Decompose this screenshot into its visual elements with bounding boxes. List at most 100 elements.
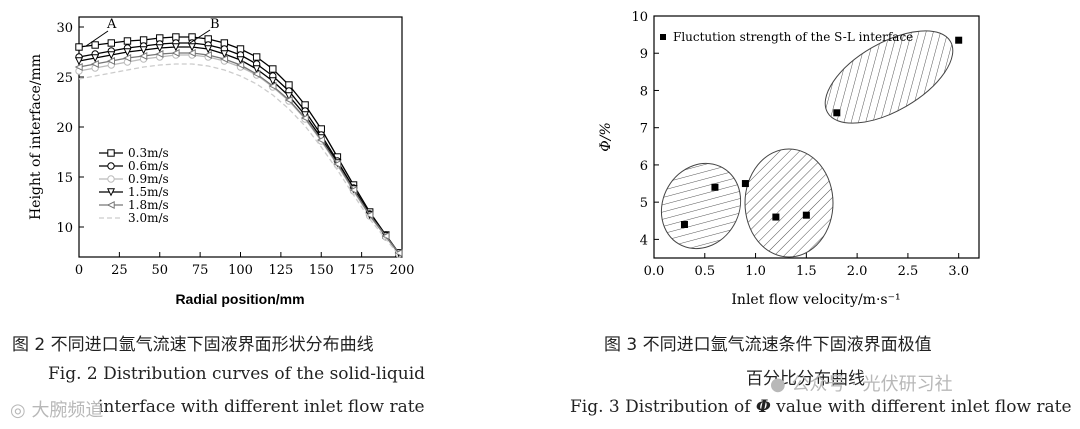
fig3-xlabel: Inlet flow velocity/m·s⁻¹	[731, 292, 900, 308]
data-point	[171, 43, 180, 52]
data-point	[171, 48, 180, 58]
data-point	[74, 57, 84, 66]
x-tick-label: 0.0	[644, 264, 665, 279]
x-tick-label: 125	[268, 263, 293, 278]
fig2-chart: 0 25 50 75 100 125 150 175 200 10 15 20 25 30 A B 0.3…	[28, 16, 414, 307]
data-point	[269, 65, 277, 73]
series-line	[78, 63, 400, 256]
data-point	[139, 36, 148, 44]
data-point	[236, 56, 245, 65]
data-point	[301, 111, 310, 120]
series-line	[78, 52, 400, 254]
x-tick-label: 200	[390, 263, 415, 278]
x-tick-label: 150	[309, 263, 334, 278]
legend-marker	[107, 149, 115, 157]
x-tick-label: 0.5	[694, 264, 715, 279]
watermark-left-icon: ◎	[10, 400, 32, 421]
data-point	[220, 39, 229, 47]
fig3-legend: Fluctution strength of the S-L interface	[660, 30, 913, 44]
data-point	[284, 95, 293, 105]
legend-label: 0.3m/s	[128, 146, 169, 160]
x-tick-label: 2.5	[898, 264, 919, 279]
data-point	[711, 183, 719, 191]
data-point	[75, 43, 83, 51]
series-line	[78, 54, 400, 255]
data-point	[123, 48, 132, 57]
fig2-caption-en-2: interface with different inlet flow rate	[98, 397, 425, 417]
y-tick-label: 10	[631, 10, 648, 25]
x-tick-label: 1.0	[745, 264, 766, 279]
x-tick-label: 50	[151, 263, 168, 278]
fig3-cluster-ellipses	[660, 30, 954, 258]
series-1.8m/s	[74, 48, 403, 258]
data-point	[203, 50, 212, 60]
data-point	[741, 180, 749, 188]
x-tick-label: 1.5	[796, 264, 817, 279]
data-point	[187, 48, 196, 58]
data-point	[236, 60, 245, 70]
data-point	[772, 213, 780, 221]
data-point	[680, 220, 688, 228]
data-point	[139, 46, 148, 55]
data-point	[123, 53, 132, 63]
fig3-plot-frame	[653, 15, 980, 259]
fig3-chart: 0.0 0.5 1.0 1.5 2.0 2.5 3.0 4 5 6 7 8 9 10 Fluctution…	[598, 10, 980, 308]
x-tick-label: 75	[192, 263, 209, 278]
data-point	[204, 35, 212, 43]
fig2-axis-ticks: 0 25 50 75 100 125 150 175 200 10 15 20 25 30	[56, 21, 414, 278]
fig3-points-group	[680, 36, 963, 228]
fig2-caption-en-1: Fig. 2 Distribution curves of the solid-…	[48, 364, 426, 384]
annotation-b: B	[210, 17, 220, 32]
fig3-legend-marker	[660, 34, 666, 40]
data-point	[252, 69, 261, 79]
data-point	[155, 44, 164, 53]
data-point	[220, 50, 229, 59]
fig2-series-group	[74, 33, 403, 258]
data-point	[252, 65, 261, 74]
watermark-right-text: 公众号 · 光伏研习社	[791, 374, 953, 395]
legend-item: 0.9m/s	[99, 172, 169, 186]
cluster-ellipse	[824, 30, 954, 124]
legend-item: 3.0m/s	[99, 211, 169, 225]
data-point	[90, 59, 99, 69]
watermark-left-text: 大腕频道	[31, 400, 104, 421]
fig3-ylabel: Φ/%	[598, 122, 614, 152]
y-tick-label: 7	[640, 122, 648, 137]
data-point	[236, 45, 245, 53]
data-point	[268, 81, 277, 91]
y-tick-label: 20	[56, 121, 73, 136]
data-point	[316, 135, 325, 145]
data-point	[381, 231, 390, 241]
y-tick-label: 30	[56, 21, 73, 36]
fig2-ylabel: Height of interface/mm	[28, 54, 44, 220]
data-point	[188, 43, 197, 52]
legend-label: 1.5m/s	[128, 185, 169, 199]
fig3-axis-ticks: 0.0 0.5 1.0 1.5 2.0 2.5 3.0 4 5 6 7 8 9 10	[631, 10, 969, 279]
data-point	[106, 56, 115, 66]
fig3-caption-cn-1: 图 3 不同进口氩气流速条件下固液界面极值	[604, 335, 932, 355]
annotation-b-arrow	[189, 29, 211, 44]
y-tick-label: 15	[56, 171, 73, 186]
data-point	[333, 159, 342, 169]
legend-marker	[107, 162, 115, 170]
annotation-a: A	[106, 17, 117, 32]
data-point	[204, 45, 213, 54]
fig3-caption-en-suffix: value with different inlet flow rate	[770, 397, 1072, 417]
data-point	[156, 34, 164, 42]
legend-label: 1.8m/s	[128, 198, 169, 212]
data-point	[139, 51, 148, 61]
data-point	[833, 109, 841, 117]
fig3-caption-cn-2: 百分比分布曲线	[746, 369, 865, 389]
legend-marker	[107, 175, 115, 183]
series-3.0m/s	[78, 63, 400, 256]
legend-item: 1.5m/s	[99, 185, 169, 199]
data-point	[91, 41, 99, 49]
fig3-legend-label: Fluctution strength of the S-L interface	[673, 30, 913, 44]
series-0.9m/s	[75, 51, 403, 258]
series-0.6m/s	[75, 39, 403, 257]
data-point	[285, 81, 293, 89]
data-point	[268, 77, 277, 86]
data-point	[802, 211, 810, 219]
y-tick-label: 8	[640, 84, 648, 99]
